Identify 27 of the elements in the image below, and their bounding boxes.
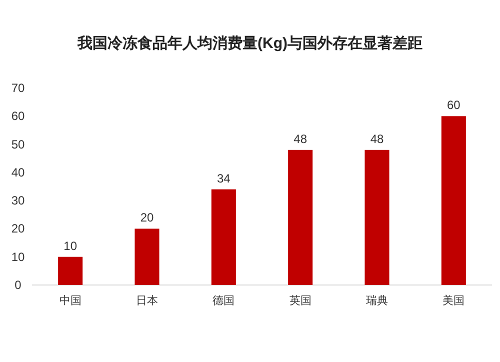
bar (288, 150, 313, 285)
data-label: 48 (294, 132, 308, 146)
bar (134, 228, 160, 285)
chart-title: 我国冷冻食品年人均消费量(Kg)与国外存在显著差距 (76, 35, 422, 52)
data-label: 10 (64, 238, 78, 253)
y-tick-label: 30 (11, 194, 25, 208)
y-tick-label: 70 (11, 81, 25, 95)
bar (211, 189, 236, 285)
y-tick-label: 50 (11, 137, 25, 152)
bar (441, 116, 466, 285)
y-tick-label: 10 (11, 250, 25, 264)
y-tick-label: 60 (11, 109, 25, 124)
x-tick-label: 英国 (289, 294, 312, 307)
data-label: 48 (370, 132, 384, 146)
y-tick-label: 0 (14, 278, 22, 292)
x-tick-label: 日本 (136, 294, 158, 307)
data-label: 60 (446, 98, 461, 112)
x-tick-label: 德国 (212, 295, 235, 307)
x-tick-label: 中国 (59, 294, 82, 307)
x-tick-label: 瑞典 (366, 294, 388, 307)
data-label: 20 (140, 210, 154, 225)
y-tick-label: 20 (11, 222, 25, 236)
x-tick-label: 美国 (442, 294, 465, 307)
bar (364, 150, 390, 285)
y-tick-label: 40 (11, 165, 25, 180)
data-label: 34 (216, 171, 231, 186)
bar (58, 256, 83, 285)
